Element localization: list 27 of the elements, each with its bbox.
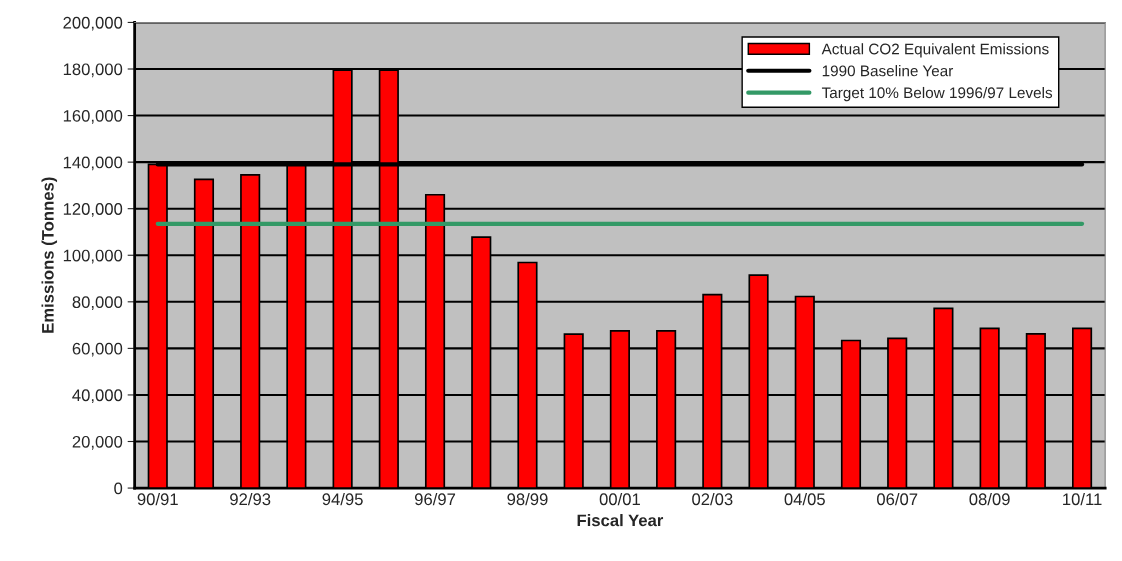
legend-label: Actual CO2 Equivalent Emissions <box>821 43 1049 58</box>
y-tick-label: 140,000 <box>63 156 123 171</box>
x-tick-label: 00/01 <box>599 492 640 506</box>
y-tick-label: 80,000 <box>72 296 123 310</box>
y-tick-label: 180,000 <box>63 63 123 78</box>
x-tick-label: 96/97 <box>414 492 456 506</box>
x-tick-label: 98/99 <box>507 492 548 506</box>
legend-label: 1990 Baseline Year <box>822 65 954 77</box>
y-tick-label: 20,000 <box>72 435 123 450</box>
x-tick-label: 92/93 <box>230 492 271 506</box>
x-tick-label: 94/95 <box>322 492 363 506</box>
y-tick-label: 0 <box>114 482 123 495</box>
x-axis-title: Fiscal Year <box>577 514 664 527</box>
x-tick-label: 10/11 <box>1063 492 1102 506</box>
x-tick-label: 08/09 <box>969 492 1010 506</box>
y-tick-label: 60,000 <box>72 342 123 357</box>
legend-label: Target 10% Below 1996/97 Levels <box>821 86 1053 102</box>
x-tick-label: 90/91 <box>137 492 178 506</box>
y-tick-label: 100,000 <box>63 249 123 264</box>
x-tick-label: 02/03 <box>692 492 733 506</box>
x-tick-label: 06/07 <box>877 492 918 506</box>
x-tick-label: 04/05 <box>784 492 825 506</box>
y-tick-label: 160,000 <box>63 109 123 124</box>
y-tick-label: 200,000 <box>63 16 123 31</box>
y-tick-label: 120,000 <box>63 203 123 217</box>
y-axis-title: Emissions (Tonnes) <box>41 177 58 333</box>
y-tick-label: 40,000 <box>72 389 123 404</box>
